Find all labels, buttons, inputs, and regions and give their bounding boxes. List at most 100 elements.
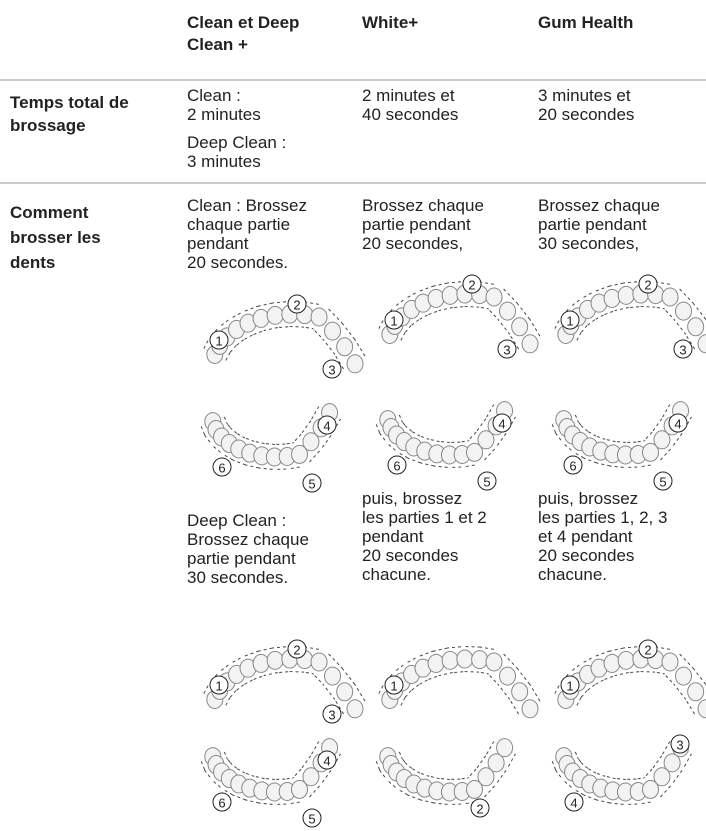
text-line: 20 secondes xyxy=(538,105,634,124)
zone-number: 4 xyxy=(570,796,577,811)
zone-marker xyxy=(212,457,232,477)
zone-number: 3 xyxy=(676,738,683,753)
text-line: brosser les xyxy=(10,228,101,247)
zone-number: 2 xyxy=(644,643,651,658)
lower-jaw xyxy=(551,738,692,806)
text-line: 20 secondes xyxy=(538,546,634,565)
text-line: puis, brossez xyxy=(362,489,462,508)
zone-marker xyxy=(209,330,229,350)
text-line: Brossez chaque xyxy=(362,196,484,215)
tooth xyxy=(485,652,503,672)
tooth xyxy=(485,287,503,307)
text-line: brossage xyxy=(10,116,86,135)
text-line: 3 minutes xyxy=(187,152,261,171)
text-line: Comment xyxy=(10,203,89,222)
upper-jaw xyxy=(378,645,542,719)
text-line: Brossez chaque xyxy=(538,196,660,215)
zone-marker xyxy=(477,471,497,491)
tooth xyxy=(302,432,320,452)
text-line: 3 minutes et xyxy=(538,86,631,105)
zone-number: 6 xyxy=(569,459,576,474)
zone-marker xyxy=(638,639,658,659)
tooth xyxy=(477,430,495,450)
tooth xyxy=(661,287,679,307)
zone-number: 1 xyxy=(566,679,573,694)
zone-marker xyxy=(673,339,693,359)
zone-marker xyxy=(302,473,322,493)
tooth xyxy=(675,666,693,686)
tooth xyxy=(661,652,679,672)
zone-number: 1 xyxy=(566,314,573,329)
tooth xyxy=(336,682,354,702)
zone-marker xyxy=(638,274,658,294)
zone-marker xyxy=(670,734,690,754)
tooth xyxy=(252,308,270,328)
tooth xyxy=(441,285,459,305)
lower-jaw xyxy=(200,403,341,471)
zone-number: 4 xyxy=(674,417,681,432)
tooth xyxy=(603,288,621,308)
zone-number: 5 xyxy=(308,477,315,492)
tooth xyxy=(290,779,308,799)
lower-jaw xyxy=(375,738,516,806)
tooth xyxy=(487,753,505,773)
zone-number: 5 xyxy=(308,812,315,827)
zone-marker xyxy=(560,310,580,330)
tooth xyxy=(465,442,483,462)
zone-marker xyxy=(302,808,322,828)
tooth xyxy=(346,699,364,719)
tooth xyxy=(521,699,539,719)
text-line: Clean : xyxy=(187,86,241,105)
tooth xyxy=(477,767,495,787)
lower-jaw xyxy=(375,401,516,469)
tooth xyxy=(290,444,308,464)
tooth xyxy=(456,649,474,669)
text-line: 20 secondes. xyxy=(187,253,288,272)
tooth xyxy=(266,650,284,670)
zone-marker xyxy=(322,359,342,379)
text-line: partie pendant xyxy=(538,215,647,234)
text-line: Gum Health xyxy=(538,13,633,32)
zone-marker xyxy=(462,274,482,294)
tooth xyxy=(653,430,671,450)
text-line: Clean et Deep xyxy=(187,13,299,32)
text-line: White+ xyxy=(362,13,418,32)
tooth xyxy=(324,666,342,686)
tooth xyxy=(641,442,659,462)
text-line: Clean + xyxy=(187,35,248,54)
zone-marker xyxy=(287,639,307,659)
zone-marker xyxy=(209,675,229,695)
upper-jaw xyxy=(554,645,706,719)
zone-marker xyxy=(497,339,517,359)
tooth xyxy=(496,738,514,758)
tooth xyxy=(346,354,364,374)
zone-number: 1 xyxy=(215,679,222,694)
zone-number: 1 xyxy=(390,679,397,694)
zone-marker xyxy=(492,413,512,433)
text-line: les parties 1, 2, 3 xyxy=(538,508,667,527)
zone-marker xyxy=(653,471,673,491)
tooth xyxy=(663,753,681,773)
text-line: chacune. xyxy=(362,565,431,584)
tooth xyxy=(653,767,671,787)
zone-number: 2 xyxy=(293,643,300,658)
zone-marker xyxy=(564,792,584,812)
zone-number: 2 xyxy=(476,802,483,817)
tooth xyxy=(617,285,635,305)
zone-marker xyxy=(384,675,404,695)
zone-marker xyxy=(384,310,404,330)
upper-jaw xyxy=(203,645,367,719)
tooth xyxy=(471,650,489,670)
tooth xyxy=(603,653,621,673)
zone-marker xyxy=(212,792,232,812)
tooth xyxy=(521,334,539,354)
tooth xyxy=(617,650,635,670)
zone-number: 1 xyxy=(390,314,397,329)
tooth xyxy=(499,301,517,321)
text-line: 2 minutes et xyxy=(362,86,455,105)
zone-number: 3 xyxy=(328,363,335,378)
tooth xyxy=(427,653,445,673)
zone-number: 2 xyxy=(468,278,475,293)
zone-number: 5 xyxy=(659,475,666,490)
tooth xyxy=(252,653,270,673)
